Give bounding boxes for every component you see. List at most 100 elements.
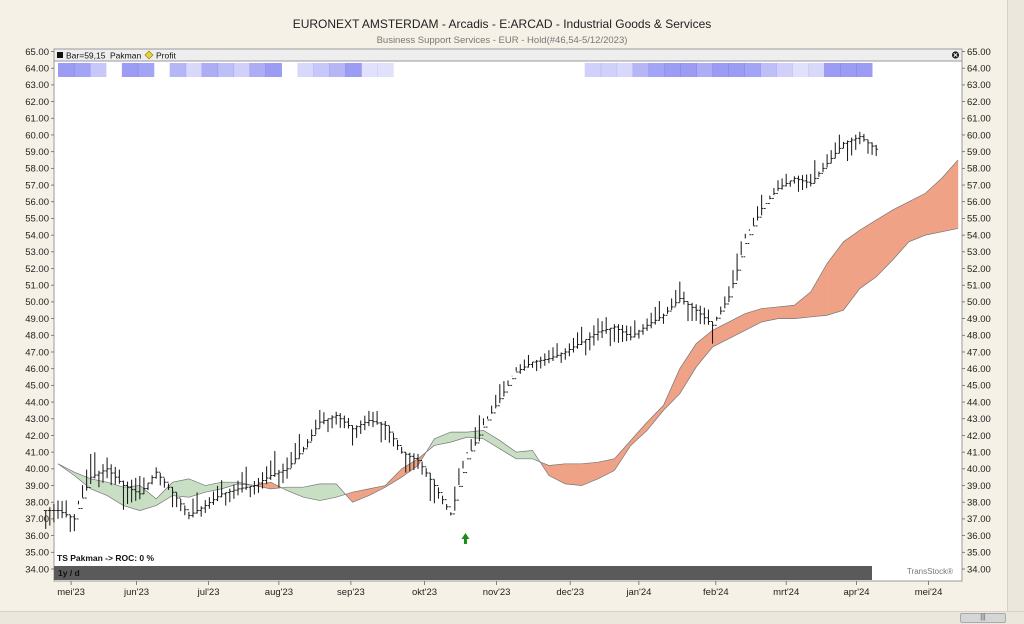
y-tick-label: 42.00: [967, 431, 991, 442]
profit-legend-label: Profit: [156, 51, 176, 61]
heat-cell: [185, 63, 203, 77]
heat-cell: [121, 63, 139, 77]
pakman-heat-strip: [58, 63, 873, 77]
x-tick-label: aug'23: [265, 587, 293, 598]
heat-cell: [169, 63, 187, 77]
y-tick-label: 49.00: [967, 314, 991, 325]
x-tick-label: nov'23: [483, 587, 511, 598]
y-tick-label: 63.00: [967, 80, 991, 91]
heat-cell: [648, 63, 666, 77]
y-tick-label: 43.00: [25, 414, 49, 425]
heat-cell: [249, 63, 266, 77]
y-tick-label: 55.00: [25, 214, 49, 225]
heat-cell: [664, 63, 681, 77]
heat-cell: [58, 63, 75, 77]
grid: [51, 51, 965, 570]
heat-cell: [856, 63, 873, 77]
timeframe-bar: [54, 566, 872, 580]
y-tick-label: 42.00: [25, 431, 49, 442]
heat-cell: [361, 63, 378, 77]
heat-cell: [840, 63, 857, 77]
x-tick-label: feb'24: [703, 587, 729, 598]
y-tick-label: 50.00: [25, 297, 49, 308]
y-tick-label: 38.00: [25, 498, 49, 509]
heat-cell: [329, 63, 346, 77]
y-tick-label: 64.00: [967, 63, 991, 74]
y-tick-label: 52.00: [967, 264, 991, 275]
x-tick-label: dec'23: [556, 587, 584, 598]
y-tick-label: 43.00: [967, 414, 991, 425]
y-tick-label: 39.00: [25, 481, 49, 492]
y-tick-label: 53.00: [967, 247, 991, 258]
y-tick-label: 51.00: [967, 281, 991, 292]
y-tick-label: 63.00: [25, 80, 49, 91]
horizontal-scrollbar[interactable]: |||: [0, 611, 1024, 624]
y-axis-left: 34.00 35.00 36.00 37.00 38.00 39.00 40.00 41.00…: [25, 47, 49, 575]
heat-cell: [680, 63, 697, 77]
y-tick-label: 45.00: [967, 381, 991, 392]
y-tick-label: 34.00: [25, 564, 49, 575]
y-tick-label: 48.00: [967, 331, 991, 342]
heat-cell: [73, 63, 91, 77]
y-tick-label: 58.00: [967, 164, 991, 175]
y-tick-label: 59.00: [967, 147, 991, 158]
y-tick-label: 47.00: [967, 347, 991, 358]
x-axis: mei'23 jun'23 jul'23 aug'23 sep'23 okt'23 nov'…: [57, 581, 942, 598]
y-tick-label: 47.00: [25, 347, 49, 358]
y-tick-label: 55.00: [967, 214, 991, 225]
y-tick-label: 41.00: [25, 447, 49, 458]
heat-cell: [313, 63, 330, 77]
y-tick-label: 35.00: [967, 548, 991, 559]
y-tick-label: 56.00: [967, 197, 991, 208]
profit-diamond-icon: [144, 50, 154, 60]
heat-cell: [584, 63, 602, 77]
y-tick-label: 35.00: [25, 548, 49, 559]
y-tick-label: 54.00: [967, 230, 991, 241]
y-tick-label: 50.00: [967, 297, 991, 308]
heat-cell: [776, 63, 793, 77]
heat-cell: [297, 63, 314, 77]
heat-cell: [217, 63, 235, 77]
y-tick-label: 65.00: [25, 47, 49, 58]
heat-cell: [728, 63, 745, 77]
y-tick-label: 40.00: [25, 464, 49, 475]
signal-arrows: [461, 532, 470, 544]
up-arrow-icon: [461, 532, 470, 539]
y-tick-label: 40.00: [967, 464, 991, 475]
y-tick-label: 58.00: [25, 164, 49, 175]
legend-bar: [53, 48, 963, 62]
x-tick-label: mei'24: [915, 587, 943, 598]
cloud-span-b: [57, 159, 959, 511]
heat-cell: [760, 63, 777, 77]
heat-cell: [265, 63, 282, 77]
bar-legend-swatch: [57, 52, 63, 58]
close-icon[interactable]: [951, 51, 960, 59]
transstock-watermark: TransStock®: [907, 567, 953, 576]
y-tick-label: 56.00: [25, 197, 49, 208]
y-tick-label: 57.00: [967, 180, 991, 191]
heat-cell: [377, 63, 394, 77]
y-tick-label: 64.00: [25, 63, 49, 74]
bar-legend-label: Bar=59,15: [66, 51, 106, 61]
x-tick-label: jul'23: [197, 587, 220, 598]
y-tick-label: 46.00: [967, 364, 991, 375]
y-tick-label: 60.00: [25, 130, 49, 141]
y-tick-label: 39.00: [967, 481, 991, 492]
y-tick-label: 60.00: [967, 130, 991, 141]
x-tick-label: jun'23: [123, 587, 149, 598]
cloud-segment: [565, 463, 582, 486]
y-tick-label: 53.00: [25, 247, 49, 258]
x-tick-label: apr'24: [843, 587, 869, 598]
y-tick-label: 37.00: [25, 514, 49, 525]
pakman-legend-label: Pakman: [110, 51, 141, 61]
y-tick-label: 46.00: [25, 364, 49, 375]
scrollbar-thumb[interactable]: |||: [960, 613, 1006, 623]
cloud-segment: [777, 305, 795, 319]
y-tick-label: 48.00: [25, 331, 49, 342]
heat-cell: [808, 63, 825, 77]
heat-cell: [345, 63, 362, 77]
y-tick-label: 49.00: [25, 314, 49, 325]
x-tick-label: sep'23: [337, 587, 365, 598]
y-tick-label: 37.00: [967, 514, 991, 525]
